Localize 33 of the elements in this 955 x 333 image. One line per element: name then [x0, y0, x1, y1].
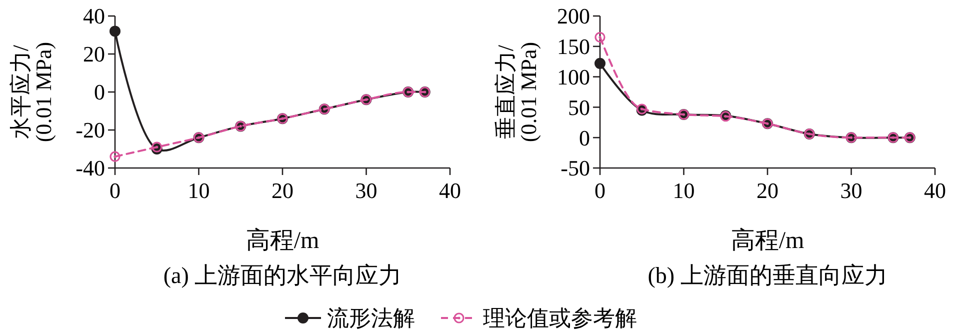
x-axis-title: 高程/m — [730, 227, 804, 254]
x-tick-label: 40 — [439, 178, 461, 203]
x-tick-label: 0 — [594, 178, 606, 203]
legend-label: 流形法解 — [327, 306, 415, 331]
x-tick-label: 40 — [924, 178, 946, 203]
x-tick-label: 30 — [355, 178, 378, 203]
point — [594, 58, 606, 69]
x-tick-label: 20 — [756, 178, 778, 203]
point — [110, 151, 120, 162]
y-tick-label: 0 — [94, 80, 105, 105]
point — [594, 32, 606, 43]
x-axis-title: 高程/m — [246, 227, 320, 254]
x-tick-label: 10 — [672, 178, 695, 203]
legend-label: 理论值或参考解 — [483, 306, 637, 331]
x-tick-label: 0 — [110, 178, 120, 203]
y-tick-label: 200 — [557, 4, 590, 29]
y-tick-label: 150 — [557, 34, 590, 60]
x-tick-label: 20 — [272, 178, 294, 203]
text: (b) 上游面的垂直向应力 — [648, 263, 888, 288]
y-tick-label: 0 — [579, 125, 590, 150]
y-tick-label: 50 — [568, 94, 590, 120]
y-tick-label: 40 — [83, 4, 105, 29]
x-tick-label: 10 — [188, 178, 210, 203]
y-tick-label: -40 — [76, 156, 105, 181]
point — [110, 26, 120, 37]
y-tick-label: -50 — [560, 156, 590, 181]
y-tick-label: 20 — [83, 42, 105, 67]
text: (a) 上游面的水平向应力 — [163, 263, 402, 288]
y-axis-title: 垂直应力/ (0.01 MPa) — [493, 42, 542, 142]
y-axis-title: 水平应力/ (0.01 MPa) — [8, 42, 56, 142]
y-tick-label: -20 — [76, 118, 105, 143]
y-tick-label: 100 — [557, 64, 590, 90]
x-tick-label: 30 — [840, 178, 862, 203]
